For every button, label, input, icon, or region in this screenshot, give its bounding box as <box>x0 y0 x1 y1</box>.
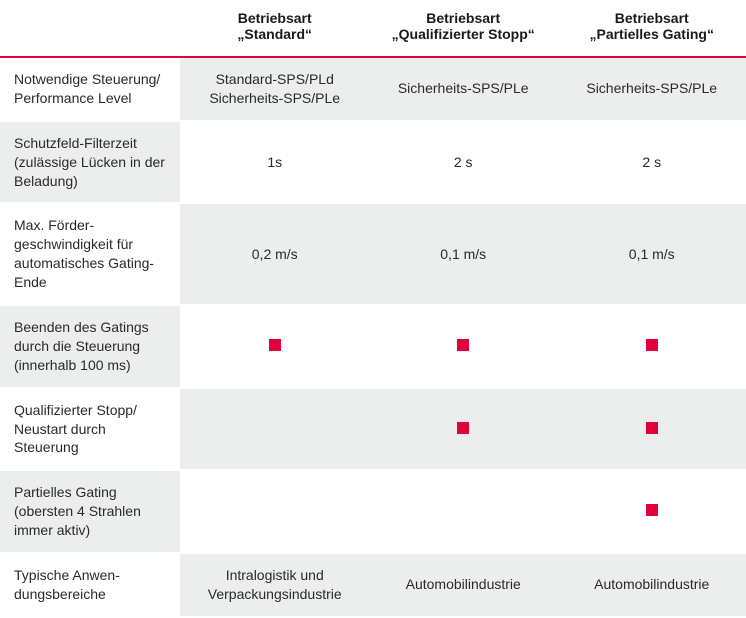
cell <box>369 305 558 388</box>
row-label: Beenden des Gatings durch die Steuerung … <box>0 305 180 388</box>
cell: Intralogistik und Verpackungsindustrie <box>180 553 369 617</box>
header-col-1: Betriebsart „Standard“ <box>180 0 369 56</box>
header-col-3: Betriebsart „Partielles Gating“ <box>557 0 746 56</box>
feature-marker-icon <box>646 504 658 516</box>
header-col-2: Betriebsart „Qualifizierter Stopp“ <box>369 0 558 56</box>
row-label: Typische Anwen-dungsbereiche <box>0 553 180 617</box>
cell: 0,2 m/s <box>180 203 369 305</box>
header-empty <box>0 0 180 56</box>
table-row: Typische Anwen-dungsbereiche Intralogist… <box>0 553 746 617</box>
cell <box>180 388 369 471</box>
table-row: Qualifizierter Stopp/ Neustart durch Ste… <box>0 388 746 471</box>
feature-marker-icon <box>457 339 469 351</box>
table-header-row: Betriebsart „Standard“ Betriebsart „Qual… <box>0 0 746 56</box>
cell <box>557 305 746 388</box>
row-label: Max. Förder-geschwindigkeit für automati… <box>0 203 180 305</box>
table-row: Max. Förder-geschwindigkeit für automati… <box>0 203 746 305</box>
cell: 2 s <box>557 121 746 204</box>
cell: 0,1 m/s <box>369 203 558 305</box>
cell: Sicherheits-SPS/PLe <box>557 58 746 121</box>
cell <box>180 305 369 388</box>
cell: Sicherheits-SPS/PLe <box>369 58 558 121</box>
table-body: Notwendige Steuerung/ Performance Level … <box>0 58 746 617</box>
row-label: Schutzfeld-Filterzeit (zulässige Lücken … <box>0 121 180 204</box>
cell: Automobilindustrie <box>369 553 558 617</box>
feature-marker-icon <box>269 339 281 351</box>
row-label: Qualifizierter Stopp/ Neustart durch Ste… <box>0 388 180 471</box>
cell: Automobilindustrie <box>557 553 746 617</box>
comparison-table: Betriebsart „Standard“ Betriebsart „Qual… <box>0 0 746 618</box>
table-row: Partielles Gating (obersten 4 Strahlen i… <box>0 470 746 553</box>
cell: 2 s <box>369 121 558 204</box>
table-row: Beenden des Gatings durch die Steuerung … <box>0 305 746 388</box>
cell: Standard-SPS/PLd Sicherheits-SPS/PLe <box>180 58 369 121</box>
row-label: Partielles Gating (obersten 4 Strahlen i… <box>0 470 180 553</box>
table-row: Schutzfeld-Filterzeit (zulässige Lücken … <box>0 121 746 204</box>
cell <box>557 388 746 471</box>
row-label: Notwendige Steuerung/ Performance Level <box>0 58 180 121</box>
cell <box>369 470 558 553</box>
feature-marker-icon <box>457 422 469 434</box>
cell <box>369 388 558 471</box>
cell: 0,1 m/s <box>557 203 746 305</box>
feature-marker-icon <box>646 339 658 351</box>
cell <box>557 470 746 553</box>
table-row: Notwendige Steuerung/ Performance Level … <box>0 58 746 121</box>
feature-marker-icon <box>646 422 658 434</box>
cell: 1s <box>180 121 369 204</box>
cell <box>180 470 369 553</box>
